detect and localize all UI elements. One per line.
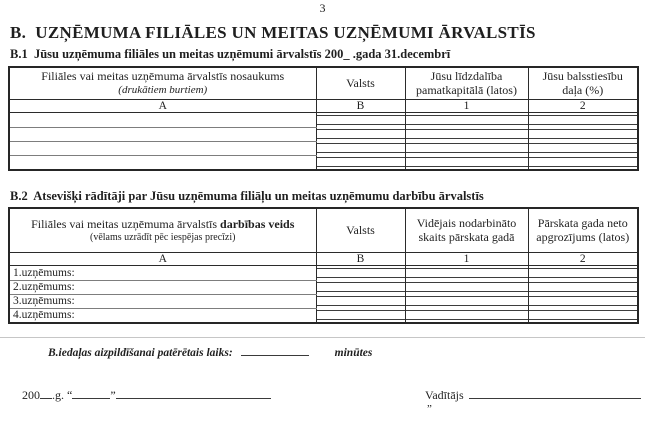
trailing-quote: ” xyxy=(427,403,432,415)
b1-code-b: B xyxy=(315,99,406,113)
b1-row-4 xyxy=(8,155,639,170)
b1-header-voting: Jūsu balsstiesību daļa (%) xyxy=(527,66,639,100)
b2-row4-employees-field[interactable] xyxy=(404,308,529,323)
b2-header-turnover: Pārskata gada neto apgrozījums (latos) xyxy=(527,207,639,253)
quote-close: ” xyxy=(110,388,116,402)
b1-table: Filiāles vai meitas uzņēmuma ārvalstīs n… xyxy=(8,66,639,171)
manager-signature-blank[interactable] xyxy=(468,387,641,399)
b2-row3-turnover-field[interactable] xyxy=(527,294,639,308)
year-suffix: .g. xyxy=(52,388,64,402)
b1-header-name: Filiāles vai meitas uzņēmuma ārvalstīs n… xyxy=(8,66,317,100)
b2-code-2: 2 xyxy=(527,252,639,266)
b2-section-title: B.2 Atsevišķi rādītāji par Jūsu uzņēmuma… xyxy=(10,189,484,203)
b2-row1-label[interactable]: 1.uzņēmums: xyxy=(8,265,317,281)
b2-header-country: Valsts xyxy=(315,207,406,253)
b1-row1-country-field[interactable] xyxy=(315,112,406,127)
b2-row2-turnover-field[interactable] xyxy=(527,280,639,294)
day-blank[interactable] xyxy=(72,387,111,399)
time-unit-label: minūtes xyxy=(334,347,373,359)
time-spent-blank[interactable] xyxy=(240,344,309,356)
b2-row2-employees-field[interactable] xyxy=(404,280,529,294)
b2-code-1: 1 xyxy=(404,252,529,266)
b1-code-1: 1 xyxy=(404,99,529,113)
b1-row4-name-field[interactable] xyxy=(8,155,317,170)
b2-row4-label[interactable]: 4.uzņēmums: xyxy=(8,308,317,323)
b1-row3-voting-field[interactable] xyxy=(527,141,639,155)
b2-row1-employees-field[interactable] xyxy=(404,265,529,280)
time-spent-line: B.iedaļas aizpildīšanai patērētais laiks… xyxy=(48,344,372,359)
b1-row3-participation-field[interactable] xyxy=(404,141,529,155)
b2-row1-turnover-field[interactable] xyxy=(527,265,639,280)
b2-row-4: 4.uzņēmums: xyxy=(8,308,639,323)
b2-header-activity: Filiāles vai meitas uzņēmuma ārvalstīs d… xyxy=(8,207,317,253)
b1-row2-participation-field[interactable] xyxy=(404,127,529,141)
section-title: B. UZŅĒMUMA FILIĀLES UN MEITAS UZŅĒMUMI … xyxy=(10,23,536,42)
b2-row2-label[interactable]: 2.uzņēmums: xyxy=(8,280,317,295)
b1-section-title: B.1 Jūsu uzņēmuma filiāles un meitas uzņ… xyxy=(10,47,451,61)
month-blank[interactable] xyxy=(115,387,271,399)
manager-label: Vadītājs xyxy=(425,388,464,402)
page-number: 3 xyxy=(319,1,326,15)
b1-row3-name-field[interactable] xyxy=(8,141,317,156)
b2-table: Filiāles vai meitas uzņēmuma ārvalstīs d… xyxy=(8,207,639,324)
b2-code-a: A xyxy=(8,252,317,266)
b1-row4-country-field[interactable] xyxy=(315,155,406,170)
b1-row4-voting-field[interactable] xyxy=(527,155,639,170)
year-blank[interactable] xyxy=(40,387,52,399)
b1-code-2: 2 xyxy=(527,99,639,113)
b1-header-name-line1: Filiāles vai meitas uzņēmuma ārvalstīs n… xyxy=(41,69,285,84)
b1-row1-voting-field[interactable] xyxy=(527,112,639,127)
b2-row-2: 2.uzņēmums: xyxy=(8,280,639,295)
b1-row2-country-field[interactable] xyxy=(315,127,406,141)
b2-header-row: Filiāles vai meitas uzņēmuma ārvalstīs d… xyxy=(8,207,639,253)
date-line: 200 .g. “ ” xyxy=(22,387,271,403)
b2-row1-country-field[interactable] xyxy=(315,265,406,280)
b2-row-1: 1.uzņēmums: xyxy=(8,265,639,281)
b1-row1-name-field[interactable] xyxy=(8,112,317,128)
b2-row3-label[interactable]: 3.uzņēmums: xyxy=(8,294,317,309)
b1-row3-country-field[interactable] xyxy=(315,141,406,155)
b2-header-activity-note: (vēlams uzrādīt pēc iespējas precīzi) xyxy=(90,231,236,243)
b1-code-row: A B 1 2 xyxy=(8,99,639,113)
b2-header-activity-line1: Filiāles vai meitas uzņēmuma ārvalstīs d… xyxy=(31,216,295,231)
b2-row4-country-field[interactable] xyxy=(315,308,406,323)
b1-row4-participation-field[interactable] xyxy=(404,155,529,170)
b1-row1-participation-field[interactable] xyxy=(404,112,529,127)
b1-row2-voting-field[interactable] xyxy=(527,127,639,141)
b1-header-participation: Jūsu līdzdalība pamatkapitālā (latos) xyxy=(404,66,529,100)
b2-header-employees: Vidējais nodarbināto skaits pārskata gad… xyxy=(404,207,529,253)
time-spent-label: B.iedaļas aizpildīšanai patērētais laiks… xyxy=(48,347,233,359)
b1-header-row: Filiāles vai meitas uzņēmuma ārvalstīs n… xyxy=(8,66,639,100)
quote-open: “ xyxy=(67,388,73,402)
b1-row-1 xyxy=(8,112,639,128)
b2-code-b: B xyxy=(315,252,406,266)
b2-row4-turnover-field[interactable] xyxy=(527,308,639,323)
b2-row2-country-field[interactable] xyxy=(315,280,406,294)
manager-line: Vadītājs” xyxy=(425,387,645,421)
b2-row3-country-field[interactable] xyxy=(315,294,406,308)
b2-row-3: 3.uzņēmums: xyxy=(8,294,639,309)
b1-header-name-note: (drukātiem burtiem) xyxy=(118,84,208,97)
b1-row2-name-field[interactable] xyxy=(8,127,317,142)
b1-row-2 xyxy=(8,127,639,142)
b1-code-a: A xyxy=(8,99,317,113)
year-prefix: 200 xyxy=(22,388,40,402)
b1-row-3 xyxy=(8,141,639,156)
page-divider-line xyxy=(0,337,645,338)
b1-header-country: Valsts xyxy=(315,66,406,100)
b2-code-row: A B 1 2 xyxy=(8,252,639,266)
b2-row3-employees-field[interactable] xyxy=(404,294,529,308)
